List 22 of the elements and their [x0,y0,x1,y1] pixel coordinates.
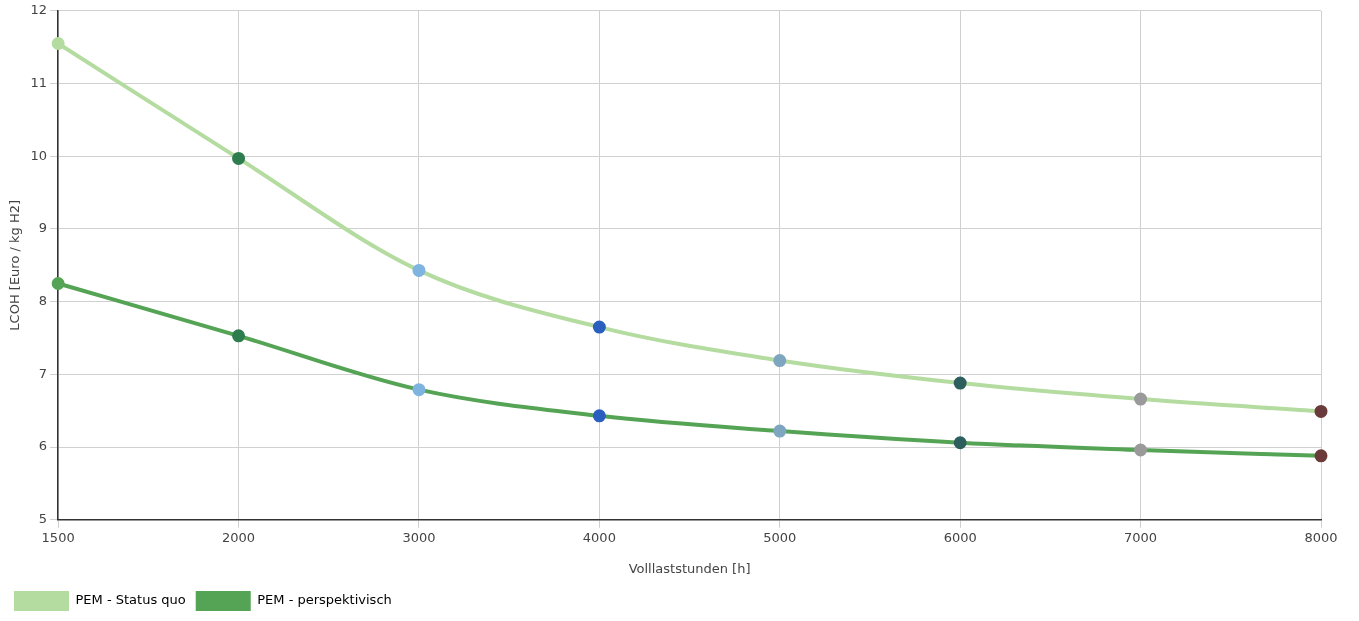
x-tick-label: 5000 [763,529,797,545]
x-tick-label: 1500 [41,529,75,545]
y-tick-label: 7 [38,365,48,381]
legend-label: PEM - Status quo [75,592,186,608]
y-tick-label: 8 [38,293,48,309]
x-tick-label: 4000 [582,529,616,545]
point [51,37,65,51]
y-tick-label: 5 [38,511,48,527]
x-tick-label: 6000 [943,529,977,545]
y-tick-label: 6 [38,438,48,454]
x-axis-title: Volllaststunden [h] [628,560,751,576]
x-tick-label: 8000 [1304,529,1338,545]
y-tick-label: 9 [38,220,48,236]
y-tick-label: 10 [30,147,48,163]
x-tick-label: 2000 [222,529,256,545]
x-tick-label: 3000 [402,529,436,545]
point [51,276,65,290]
y-tick-label: 11 [30,74,48,90]
x-tick-label: 7000 [1124,529,1158,545]
y-tick-label: 12 [30,2,48,18]
y-axis-title: LCOH [Euro / kg H2] [7,199,23,331]
legend-label: PEM - perspektivisch [257,592,392,608]
